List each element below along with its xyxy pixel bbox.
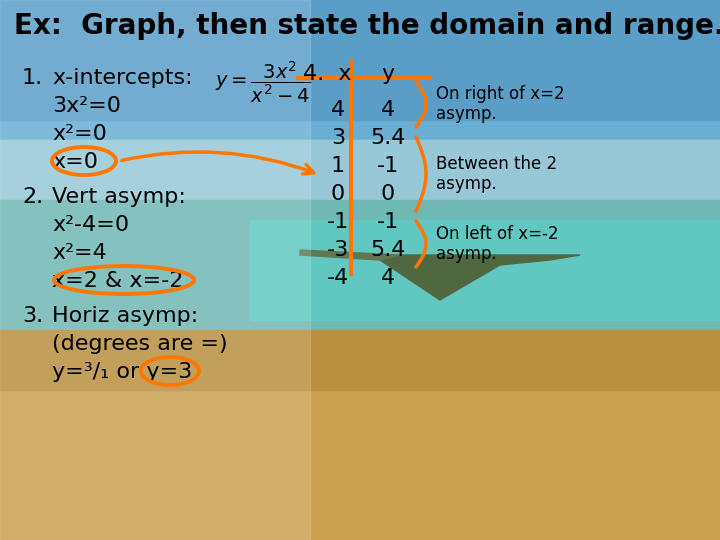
Text: -1: -1 bbox=[377, 156, 399, 176]
Bar bbox=[0, 0, 720, 190]
Text: x-intercepts:: x-intercepts: bbox=[52, 68, 193, 88]
Text: 0: 0 bbox=[381, 184, 395, 204]
Text: 4.  x: 4. x bbox=[303, 64, 351, 84]
Text: 0: 0 bbox=[331, 184, 345, 204]
Bar bbox=[0, 400, 720, 540]
Text: $y = \dfrac{3x^2}{x^2-4}$: $y = \dfrac{3x^2}{x^2-4}$ bbox=[215, 60, 311, 105]
Text: x=2 & x=-2: x=2 & x=-2 bbox=[52, 271, 184, 291]
Text: 1.: 1. bbox=[22, 68, 43, 88]
Bar bbox=[0, 140, 720, 260]
Text: 4: 4 bbox=[381, 100, 395, 120]
Text: -3: -3 bbox=[327, 240, 349, 260]
Text: Vert asymp:: Vert asymp: bbox=[52, 187, 186, 207]
Text: 3.: 3. bbox=[22, 306, 43, 326]
Bar bbox=[0, 0, 310, 540]
Text: -4: -4 bbox=[327, 268, 349, 288]
Text: On left of x=-2
asymp.: On left of x=-2 asymp. bbox=[436, 225, 559, 264]
Text: x=0: x=0 bbox=[52, 152, 98, 172]
Text: y=³/₁ or y=3: y=³/₁ or y=3 bbox=[52, 362, 192, 382]
Bar bbox=[0, 330, 720, 390]
Text: y: y bbox=[382, 64, 395, 84]
Text: x²=0: x²=0 bbox=[52, 124, 107, 144]
Bar bbox=[0, 330, 720, 540]
Text: -1: -1 bbox=[377, 212, 399, 232]
Bar bbox=[0, 0, 720, 120]
Text: Horiz asymp:: Horiz asymp: bbox=[52, 306, 198, 326]
Text: 4: 4 bbox=[331, 100, 345, 120]
Text: 4: 4 bbox=[381, 268, 395, 288]
Text: x²=4: x²=4 bbox=[52, 243, 107, 263]
Text: 1: 1 bbox=[331, 156, 345, 176]
Text: 3: 3 bbox=[331, 128, 345, 148]
Bar bbox=[0, 200, 720, 360]
Polygon shape bbox=[300, 250, 400, 260]
Text: -1: -1 bbox=[327, 212, 349, 232]
Text: Between the 2
asymp.: Between the 2 asymp. bbox=[436, 154, 557, 193]
Text: 3x²=0: 3x²=0 bbox=[52, 96, 121, 116]
Bar bbox=[250, 220, 720, 320]
Polygon shape bbox=[380, 255, 580, 300]
Text: 5.4: 5.4 bbox=[370, 128, 405, 148]
Text: Ex:  Graph, then state the domain and range.: Ex: Graph, then state the domain and ran… bbox=[14, 12, 720, 40]
Text: 5.4: 5.4 bbox=[370, 240, 405, 260]
Text: (degrees are =): (degrees are =) bbox=[52, 334, 228, 354]
Text: 2.: 2. bbox=[22, 187, 43, 207]
Text: On right of x=2
asymp.: On right of x=2 asymp. bbox=[436, 85, 564, 124]
Text: x²-4=0: x²-4=0 bbox=[52, 215, 129, 235]
